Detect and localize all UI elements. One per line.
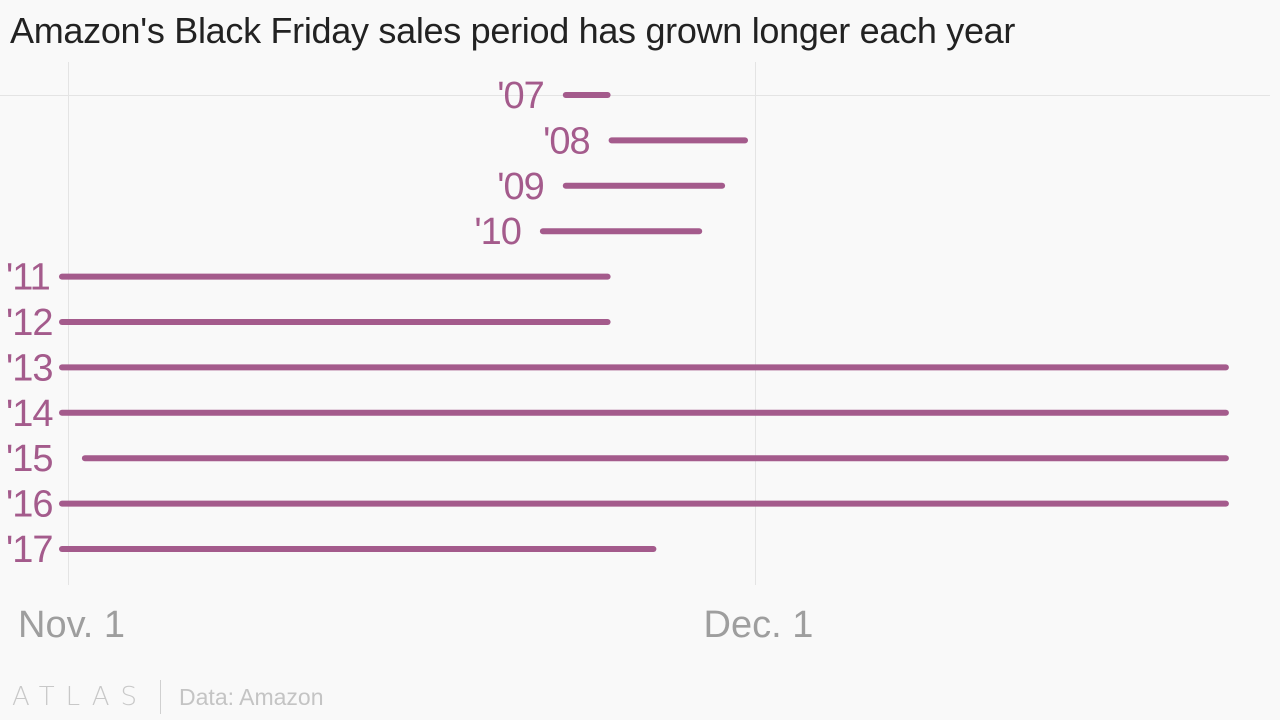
year-label: '09 [497,166,544,208]
year-label: '15 [6,438,53,480]
footer: ATLAS Data: Amazon [12,680,324,714]
year-label: '14 [6,393,53,435]
year-label: '07 [497,75,544,117]
year-label: '17 [6,529,53,571]
source-note: Data: Amazon [179,683,324,710]
year-label: '16 [6,484,53,526]
atlas-logo: ATLAS [12,682,149,712]
year-label: '08 [543,120,590,162]
x-tick-label: Nov. 1 [18,604,125,646]
year-label: '11 [6,257,50,299]
year-label: '13 [6,347,53,389]
year-label: '10 [474,211,521,253]
chart-title: Amazon's Black Friday sales period has g… [10,10,1016,51]
x-tick-label: Dec. 1 [704,604,814,646]
year-label: '12 [6,302,53,344]
footer-divider [160,680,162,714]
